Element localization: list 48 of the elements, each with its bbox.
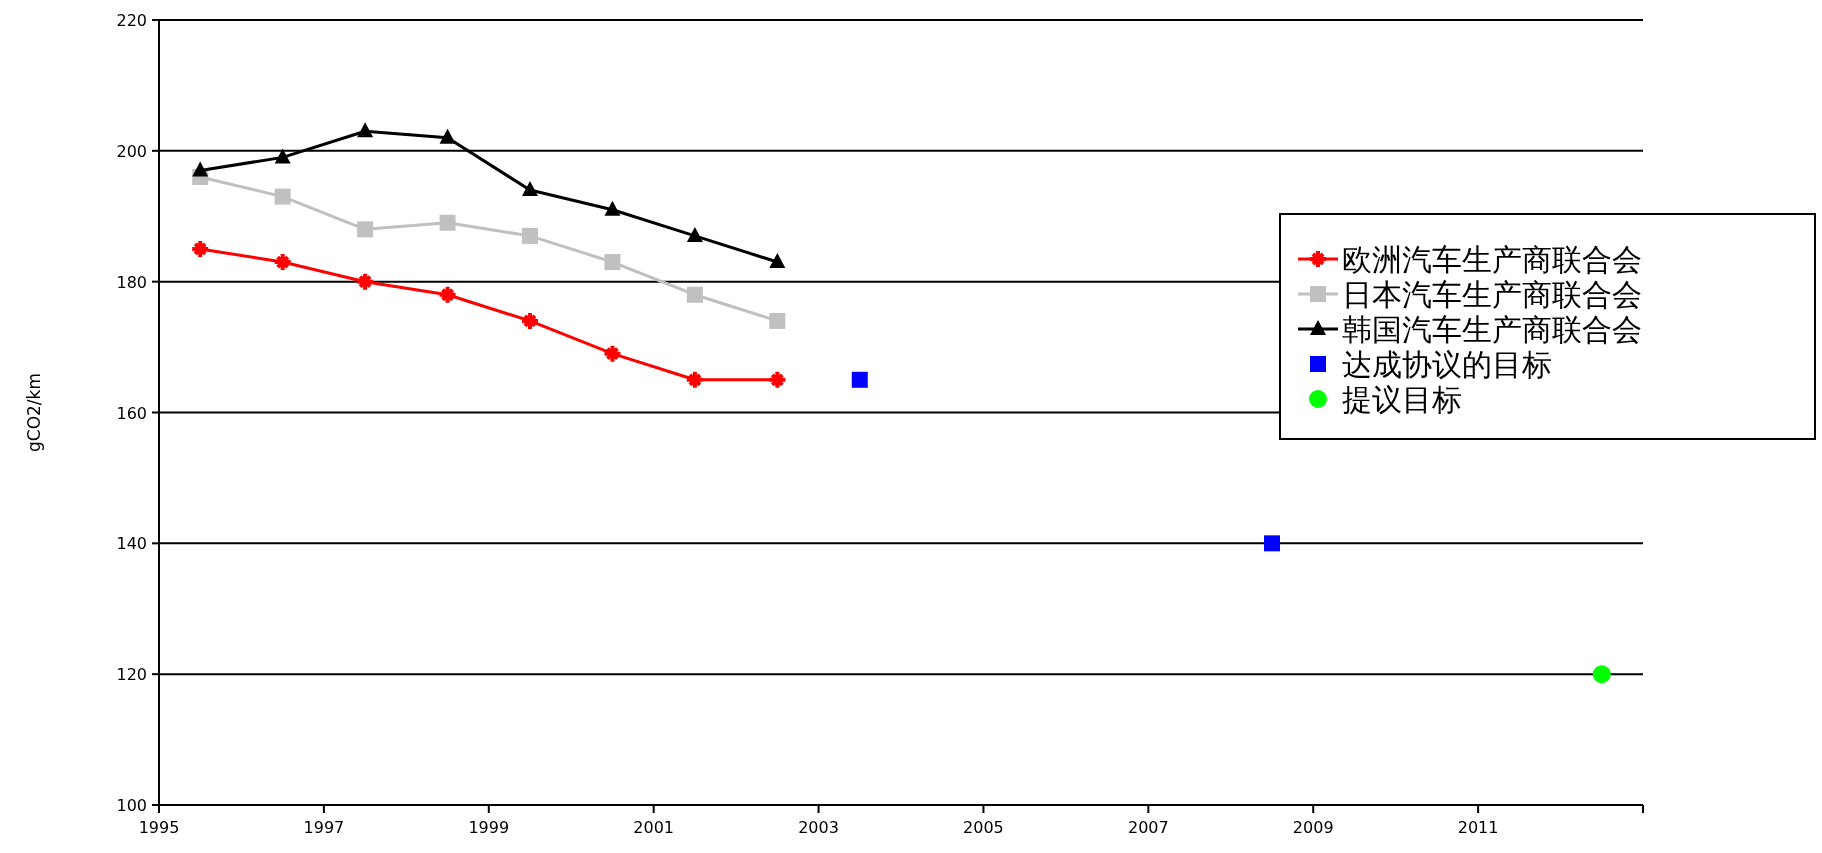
x-tick-label: 2005 <box>963 818 1004 837</box>
point <box>357 221 374 238</box>
x-tick-label: 2007 <box>1127 818 1169 837</box>
point <box>686 226 703 242</box>
legend-label: 韩国汽车生产商联合会 <box>1342 312 1642 347</box>
y-tick-label: 160 <box>116 403 147 423</box>
x-tick-label: 1995 <box>138 818 180 837</box>
point <box>604 254 621 271</box>
point <box>684 369 705 390</box>
legend-label: 达成协议的目标 <box>1342 347 1552 382</box>
point <box>274 188 291 205</box>
x-tick-label: 2003 <box>798 818 839 837</box>
x-tick-label: 1997 <box>303 818 345 837</box>
point <box>769 312 786 329</box>
legend-label: 提议目标 <box>1342 382 1462 417</box>
point <box>602 343 623 364</box>
legend-label: 欧洲汽车生产商联合会 <box>1342 242 1642 277</box>
point <box>1264 535 1280 552</box>
x-tick-label: 1999 <box>468 818 510 837</box>
legend-label: 日本汽车生产商联合会 <box>1342 277 1642 312</box>
point <box>190 238 211 259</box>
point <box>274 148 291 164</box>
y-tick-label: 140 <box>116 534 147 554</box>
y-tick-label: 200 <box>116 141 147 161</box>
point <box>522 181 538 197</box>
y-tick-label: 180 <box>116 272 147 292</box>
point <box>439 214 456 231</box>
y-tick-label: 100 <box>116 796 147 815</box>
point <box>769 253 786 269</box>
x-tick-label: 2001 <box>633 818 675 837</box>
point <box>437 284 458 305</box>
point <box>767 369 788 390</box>
point <box>355 271 376 292</box>
y-tick-label: 220 <box>116 11 147 30</box>
point <box>686 286 703 303</box>
point <box>357 122 374 138</box>
x-tick-label: 2011 <box>1457 818 1499 837</box>
point <box>1592 665 1611 684</box>
x-tick-label: 2009 <box>1292 818 1334 837</box>
point <box>272 252 293 273</box>
point <box>439 128 456 144</box>
point <box>604 200 621 216</box>
point <box>520 310 540 331</box>
point <box>522 227 538 244</box>
y-tick-label: 120 <box>116 665 147 685</box>
point <box>851 371 868 388</box>
y-axis-title: gCO2/km <box>24 373 44 452</box>
point <box>192 161 209 177</box>
